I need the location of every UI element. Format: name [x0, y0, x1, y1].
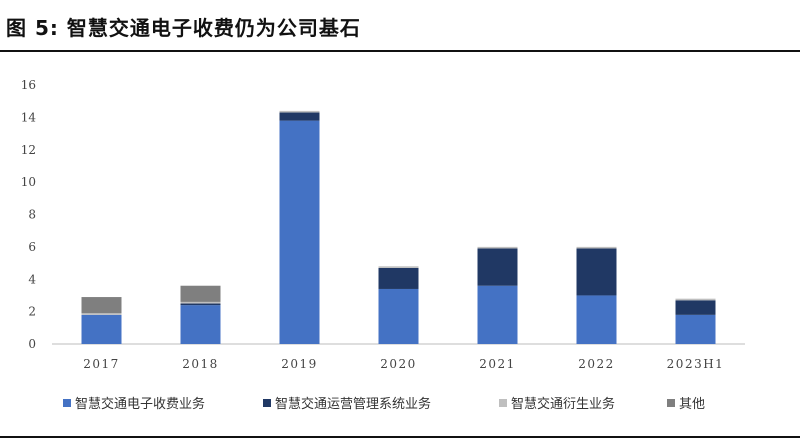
- y-tick-label: 4: [28, 272, 36, 286]
- x-tick-label: 2021: [479, 357, 516, 371]
- y-tick-label: 14: [21, 110, 37, 124]
- bar-segment: [279, 112, 320, 121]
- bar-segment: [180, 285, 221, 302]
- y-axis: 0 2 4 6 8 10 12 14 16: [21, 78, 37, 351]
- y-tick-label: 12: [21, 143, 36, 157]
- bar-segment: [81, 313, 122, 315]
- bar-segment: [378, 266, 419, 268]
- bar-segment: [675, 300, 716, 315]
- y-tick-label: 0: [28, 337, 36, 351]
- bar-segment: [81, 297, 122, 314]
- legend-swatch: [63, 399, 71, 407]
- bar-segment: [477, 285, 518, 344]
- legend-swatch: [667, 399, 675, 407]
- bar-segment: [180, 303, 221, 306]
- bar-segment: [180, 305, 221, 344]
- bottom-rule: [0, 436, 800, 438]
- bar-segment: [81, 314, 122, 344]
- legend-swatch: [499, 399, 507, 407]
- bar-segment: [378, 267, 419, 289]
- x-tick-label: 2018: [182, 357, 219, 371]
- legend: 智慧交通电子收费业务 智慧交通运营管理系统业务 智慧交通衍生业务 其他: [63, 396, 705, 412]
- bar-segment: [675, 314, 716, 344]
- top-rule: [0, 50, 800, 52]
- bar-segment: [477, 246, 518, 249]
- legend-swatch: [263, 399, 271, 407]
- y-tick-label: 16: [21, 78, 36, 92]
- legend-label: 其他: [679, 397, 705, 412]
- figure-title: 图 5: 智慧交通电子收费仍为公司基石: [6, 16, 361, 40]
- bar-segment: [576, 246, 617, 249]
- y-tick-label: 10: [21, 175, 36, 189]
- legend-label: 智慧交通运营管理系统业务: [275, 396, 431, 412]
- x-tick-label: 2022: [578, 357, 615, 371]
- bar-segment: [180, 301, 221, 304]
- bar-segment: [576, 295, 617, 344]
- x-axis: 2017 2018 2019 2020 2021 2022 2023H1: [83, 357, 725, 371]
- y-tick-label: 2: [28, 305, 36, 319]
- bar-segment: [576, 248, 617, 296]
- bar-segment: [279, 110, 320, 113]
- x-tick-label: 2023H1: [667, 357, 725, 371]
- y-tick-label: 6: [28, 240, 36, 254]
- bar-segment: [279, 120, 320, 344]
- y-tick-label: 8: [28, 208, 36, 222]
- bars-group: [81, 110, 716, 344]
- bar-segment: [675, 298, 716, 301]
- x-tick-label: 2017: [83, 357, 120, 371]
- legend-label: 智慧交通电子收费业务: [75, 396, 205, 412]
- bar-segment: [378, 288, 419, 344]
- bar-segment: [477, 248, 518, 286]
- legend-label: 智慧交通衍生业务: [511, 396, 615, 412]
- x-tick-label: 2019: [281, 357, 318, 371]
- x-tick-label: 2020: [380, 357, 417, 371]
